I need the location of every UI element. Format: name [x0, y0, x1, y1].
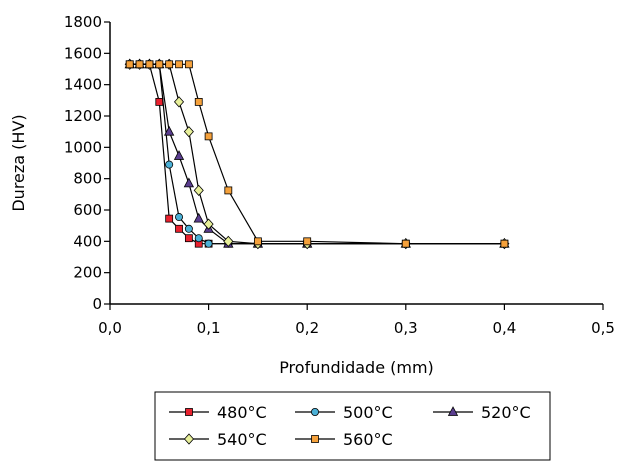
series-3: [124, 58, 510, 248]
series-line: [129, 63, 505, 245]
data-point: [184, 60, 193, 69]
series-2: [125, 60, 509, 248]
x-tick-label: 0,4: [492, 319, 516, 337]
data-point: [163, 125, 175, 136]
y-tick-label: 600: [73, 201, 102, 219]
data-point: [175, 224, 183, 233]
x-axis-ticks: 0,0 0,1 0,2 0,3 0,4 0,5: [98, 304, 615, 337]
data-point: [193, 184, 204, 197]
data-point: [155, 60, 164, 69]
legend-label: 560°C: [343, 430, 393, 449]
series-line: [129, 63, 505, 245]
legend-marker: [183, 433, 195, 445]
series-layer: [124, 58, 510, 250]
series-line: [129, 63, 505, 245]
y-tick-label: 800: [73, 170, 102, 188]
x-axis-title: Profundidade (mm): [279, 358, 434, 377]
legend-marker: [185, 408, 193, 416]
legend-label: 480°C: [217, 403, 267, 422]
data-point: [165, 160, 174, 169]
data-point: [204, 132, 213, 141]
data-point: [224, 186, 233, 195]
y-tick-label: 1600: [64, 44, 102, 62]
y-tick-label: 1800: [64, 13, 102, 31]
plot-area: 0 200 400 600 800 1000 1200 1400 1600 1800 0,0 0,1…: [64, 13, 615, 337]
data-point: [194, 98, 203, 106]
data-point: [500, 239, 509, 248]
data-point: [203, 218, 214, 230]
legend-marker: [447, 406, 459, 416]
x-tick-label: 0,5: [591, 319, 615, 337]
legend-box: [154, 391, 551, 461]
legend-label: 520°C: [481, 403, 531, 422]
data-point: [204, 239, 213, 248]
data-point: [184, 224, 193, 233]
series-4: [124, 58, 510, 250]
data-point: [253, 237, 262, 246]
data-point: [175, 213, 184, 222]
data-point: [401, 239, 410, 248]
legend-item: 540°C: [169, 430, 267, 449]
data-point: [165, 60, 174, 69]
data-point: [125, 60, 134, 69]
x-tick-label: 0,2: [295, 319, 319, 337]
data-point: [193, 212, 204, 223]
y-tick-label: 0: [92, 295, 102, 313]
y-tick-label: 1000: [64, 138, 102, 156]
legend-item: 560°C: [295, 430, 393, 449]
data-point: [183, 177, 195, 188]
x-tick-label: 0,0: [98, 319, 122, 337]
legend-marker: [310, 407, 319, 416]
legend-marker: [311, 435, 319, 443]
y-tick-label: 1400: [64, 76, 102, 94]
y-tick-label: 200: [73, 264, 102, 282]
data-point: [303, 237, 312, 246]
series-line: [129, 63, 505, 245]
y-tick-label: 400: [73, 232, 102, 250]
x-tick-label: 0,1: [197, 319, 221, 337]
series-line: [129, 63, 505, 245]
series-1: [125, 60, 509, 248]
data-point: [194, 234, 203, 243]
data-point: [184, 234, 193, 243]
data-point: [175, 60, 183, 69]
legend-label: 500°C: [343, 403, 393, 422]
legend-item: 520°C: [433, 403, 531, 422]
x-tick-label: 0,3: [394, 319, 418, 337]
legend-item: 480°C: [169, 403, 267, 422]
data-point: [173, 150, 185, 160]
data-point: [223, 235, 234, 247]
legend-label: 540°C: [217, 430, 267, 449]
y-axis-ticks: 0 200 400 600 800 1000 1200 1400 1600 1800: [64, 13, 110, 313]
data-point: [165, 214, 174, 223]
data-point: [135, 60, 144, 69]
y-tick-label: 1200: [64, 107, 102, 125]
data-point: [173, 96, 185, 108]
data-point: [145, 60, 154, 69]
data-point: [183, 126, 194, 138]
y-axis-title: Dureza (HV): [9, 114, 28, 211]
legend-item: 500°C: [295, 403, 393, 422]
legend: 480°C 500°C 520°C 540°C 560°C: [154, 391, 551, 461]
series-5: [125, 60, 509, 248]
data-point: [155, 98, 164, 106]
